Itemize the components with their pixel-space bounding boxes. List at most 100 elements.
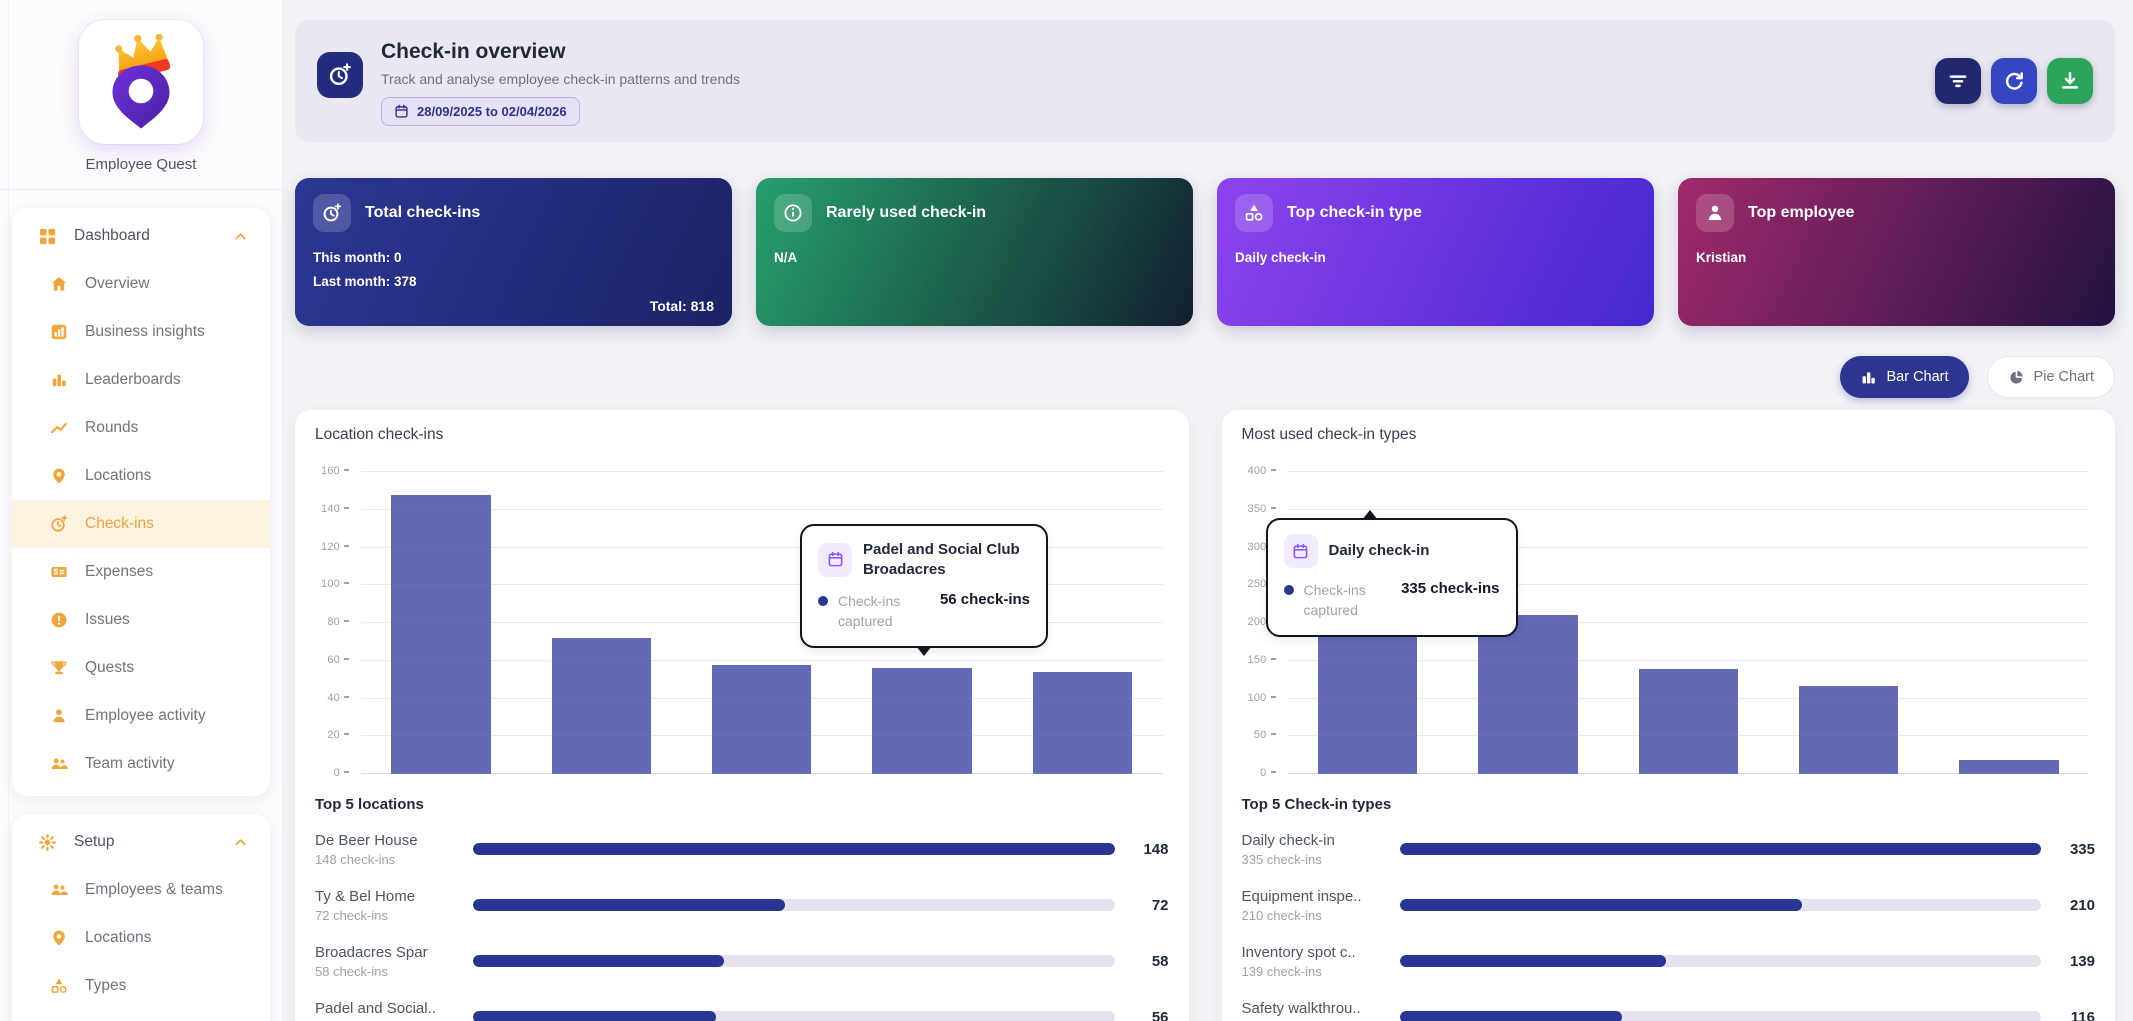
date-range-picker[interactable]: 28/09/2025 to 02/04/2026	[381, 97, 580, 126]
refresh-button[interactable]	[1991, 58, 2037, 104]
gridline: 300	[1248, 541, 2089, 553]
sidebar-item-label: Business insights	[85, 323, 205, 340]
y-axis-tick-label: 80	[315, 616, 349, 628]
gridline: 200	[1248, 616, 2089, 628]
row-name: Inventory spot c..	[1241, 943, 1356, 961]
calendar-icon	[1283, 534, 1318, 568]
stat-card-rarely-used-check-in: Rarely used check-in N/A	[756, 178, 1193, 326]
row-value: 116	[2070, 1008, 2095, 1021]
tooltip-title: Daily check-in	[1328, 542, 1430, 560]
sidebar-item-quests[interactable]: Quests	[12, 1010, 270, 1021]
row-value: 210	[2069, 896, 2095, 914]
chart-title: Most used check-in types	[1241, 426, 1417, 443]
date-range-value: 28/09/2025 to 02/04/2026	[417, 104, 567, 119]
grid-icon	[38, 227, 57, 246]
sidebar-item-overview[interactable]: Overview	[12, 260, 270, 308]
row-subtext: 58 check-ins	[315, 963, 388, 979]
crowned-pin-logo-icon	[112, 34, 171, 129]
sidebar-item-types[interactable]: Types	[12, 962, 270, 1010]
row-name: De Beer House	[315, 831, 418, 849]
bar-inventory-spot-c-[interactable]	[1638, 669, 1738, 774]
pie-chart-toggle[interactable]: Pie Chart	[1986, 356, 2115, 398]
gridline: 40	[327, 692, 1163, 704]
gridline: 0	[334, 767, 1163, 779]
filter-button[interactable]	[1935, 58, 1981, 104]
bar-equipment-inspe-[interactable]	[1478, 615, 1578, 774]
sidebar: Employee Quest Dashboard Overview Business…	[0, 0, 283, 1021]
sidebar-item-leaderboards[interactable]: Leaderboards	[12, 356, 270, 404]
stat-card-title: Rarely used check-in	[826, 204, 987, 221]
sidebar-item-label: Employees & teams	[85, 881, 223, 898]
checkin-clock-icon	[317, 52, 363, 98]
gridline: 120	[321, 541, 1163, 553]
tooltip-arrow	[1361, 510, 1378, 520]
chevron-up-icon[interactable]	[233, 229, 248, 244]
sidebar-item-expenses[interactable]: $ Expenses	[12, 548, 270, 596]
page-header: Check-in overview Track and analyse empl…	[295, 20, 2115, 142]
nav-section-header-setup[interactable]: Setup	[12, 818, 270, 866]
clock-icon	[313, 194, 351, 232]
tooltip-title: Padel and Social Club Broadacres	[863, 541, 1020, 578]
y-axis-tick-label: 100	[1242, 692, 1276, 704]
row-value: 56	[1151, 1008, 1169, 1021]
y-axis-tick-label: 50	[1242, 729, 1276, 741]
sidebar-item-rounds[interactable]: Rounds	[12, 404, 270, 452]
series-dot	[1283, 585, 1294, 595]
progress-bar	[1399, 1011, 2041, 1021]
bar-broadacres-spar[interactable]	[712, 664, 812, 774]
filter-icon	[1947, 70, 1969, 92]
gridline: 140	[321, 503, 1163, 515]
row-subtext: 210 check-ins	[1241, 907, 1322, 923]
chart-type-toggle: Bar Chart Pie Chart	[295, 356, 2115, 398]
gridline: 160	[321, 465, 1163, 477]
y-axis-tick-label: 0	[1242, 767, 1276, 779]
y-axis-tick-label: 140	[315, 503, 349, 515]
sidebar-item-employees-teams[interactable]: Employees & teams	[12, 866, 270, 914]
sidebar-item-employee-activity[interactable]: Employee activity	[12, 692, 270, 740]
sidebar-item-quests[interactable]: Quests	[12, 644, 270, 692]
chevron-up-icon[interactable]	[233, 835, 248, 850]
sidebar-item-issues[interactable]: Issues	[12, 596, 270, 644]
nav-section-setup: Setup Employees & teams Locations Types Ques…	[12, 814, 270, 1021]
gridline: 20	[327, 729, 1163, 741]
gear-icon	[38, 833, 57, 852]
pie-chart-label: Pie Chart	[2033, 369, 2094, 385]
sidebar-item-check-ins[interactable]: Check-ins	[12, 500, 270, 548]
nav-section-header-dashboard[interactable]: Dashboard	[12, 212, 270, 260]
bar-incident-report[interactable]	[1959, 760, 2059, 774]
bar-the-jungle-office[interactable]	[1032, 672, 1133, 774]
bar-chart-toggle[interactable]: Bar Chart	[1840, 356, 1969, 398]
gridline: 400	[1248, 465, 2089, 477]
stat-card-total-check-ins: Total check-ins This month: 0 Last month: …	[295, 178, 732, 326]
progress-bar	[473, 843, 1115, 855]
sidebar-item-label: Issues	[85, 611, 130, 628]
page-subtitle: Track and analyse employee check-in patt…	[381, 71, 741, 87]
page-title: Check-in overview	[381, 40, 566, 63]
stat-card-values: This month: 0 Last month: 378	[313, 250, 417, 289]
svg-text:$: $	[54, 568, 59, 577]
row-subtext: 139 check-ins	[1241, 963, 1322, 979]
download-button[interactable]	[2047, 58, 2093, 104]
stat-card-title: Total check-ins	[365, 204, 481, 221]
stat-cards-row: Total check-ins This month: 0 Last month: …	[295, 178, 2115, 326]
sidebar-item-team-activity[interactable]: Team activity	[12, 740, 270, 788]
people-icon	[50, 881, 68, 899]
row-subtext: 72 check-ins	[315, 907, 388, 923]
stat-card-top-check-in-type: Top check-in type Daily check-in	[1217, 178, 1654, 326]
sidebar-item-business-insights[interactable]: Business insights	[12, 308, 270, 356]
sidebar-item-locations[interactable]: Locations	[12, 914, 270, 962]
row-subtext: 56 check-ins	[315, 1020, 463, 1021]
y-axis-tick-label: 20	[315, 729, 349, 741]
y-axis-tick-label: 250	[1242, 578, 1276, 590]
bar-ty-bel-home[interactable]	[551, 638, 652, 774]
bar-de-beer-house[interactable]	[391, 494, 491, 774]
nav-section-label: Dashboard	[74, 227, 150, 244]
bar-padel-and-social-club-broadacres[interactable]	[872, 668, 972, 774]
sidebar-item-label: Team activity	[85, 755, 175, 772]
tooltip-series-label: Check-ins captured	[1303, 582, 1366, 619]
sidebar-item-locations[interactable]: Locations	[12, 452, 270, 500]
bar-safety-walkthrou-[interactable]	[1798, 686, 1899, 774]
top-list-title: Top 5 locations	[315, 796, 424, 813]
calendar-icon	[818, 542, 852, 577]
progress-bar	[1399, 955, 2041, 967]
